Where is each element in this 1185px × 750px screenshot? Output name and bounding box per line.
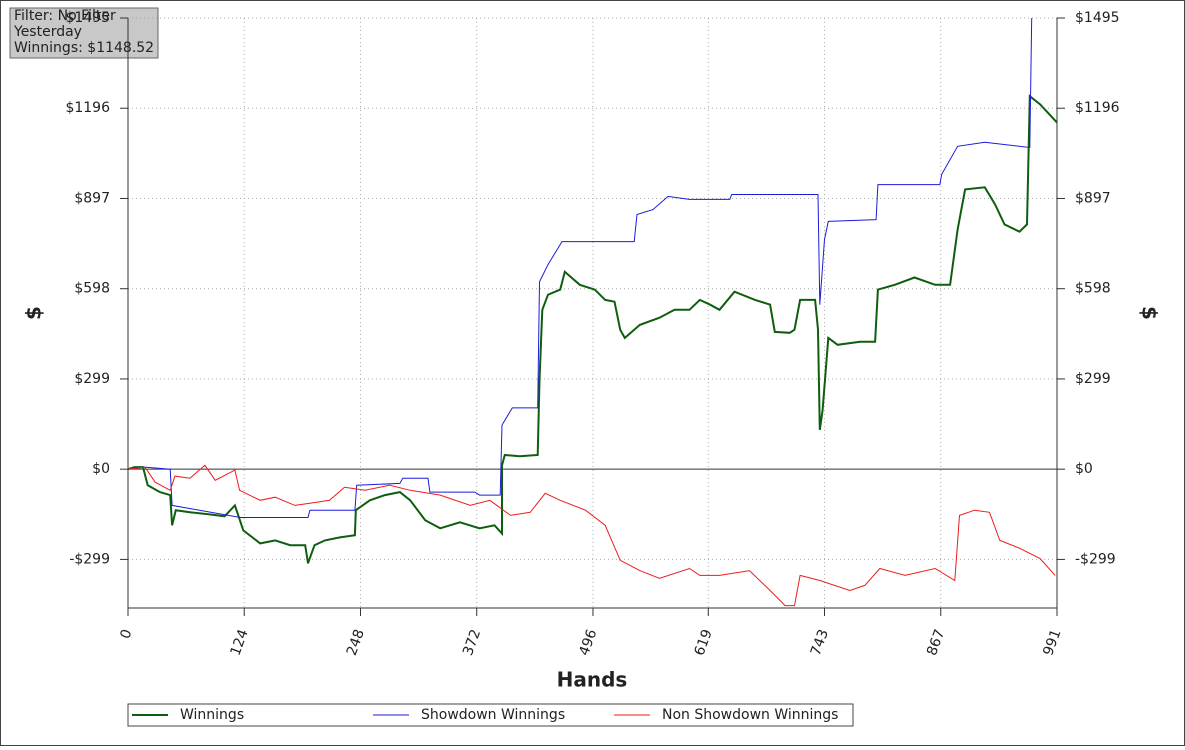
info-line: Filter: No Filter [14, 8, 116, 24]
y2-axis-title: $ [1138, 306, 1162, 320]
y-tick-label: $0 [92, 461, 110, 477]
legend-label: Non Showdown Winnings [662, 707, 838, 723]
x-axis-title: Hands [557, 668, 628, 692]
y2-tick-label: $1495 [1075, 10, 1120, 26]
y-tick-label: $598 [74, 281, 110, 297]
y-tick-label: $1495 [65, 10, 110, 26]
legend-label: Winnings [180, 707, 244, 723]
y-tick-label: $299 [74, 371, 110, 387]
series-line [127, 464, 1056, 607]
y2-tick-label: $0 [1075, 461, 1093, 477]
y2-tick-label: $299 [1075, 371, 1111, 387]
legend-label: Showdown Winnings [421, 707, 565, 723]
series-line [127, 17, 1033, 518]
legend-box [127, 703, 854, 727]
y-tick-label: -$299 [69, 551, 110, 567]
y2-tick-label: $1196 [1075, 100, 1120, 116]
y2-tick-label: $897 [1075, 190, 1111, 206]
info-line: Winnings: $1148.52 [14, 40, 154, 56]
y-axis-title: $ [22, 306, 46, 320]
y2-tick-label: -$299 [1075, 551, 1116, 567]
y2-tick-label: $598 [1075, 281, 1111, 297]
info-line: Yesterday [13, 24, 82, 40]
y-tick-label: $1196 [65, 100, 110, 116]
series-line [127, 94, 1058, 564]
y-tick-label: $897 [74, 190, 110, 206]
info-box [9, 7, 159, 59]
